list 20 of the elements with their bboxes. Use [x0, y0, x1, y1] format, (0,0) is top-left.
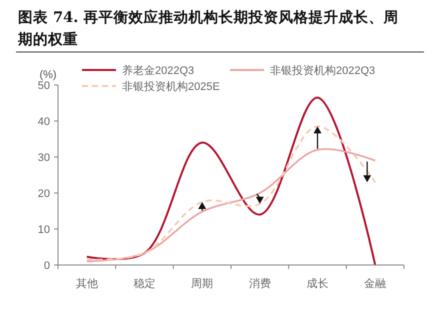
legend-label: 养老金2022Q3	[122, 64, 194, 77]
x-tick-label: 周期	[191, 278, 214, 290]
y-tick-label: 50	[38, 80, 50, 92]
x-tick-label: 其他	[76, 277, 98, 290]
y-tick-label: 20	[38, 188, 50, 200]
chart-title: 图表 74. 再平衡效应推动机构长期投资风格提升成长、周期的权重	[17, 8, 398, 48]
legend-label: 非银投资机构2025E	[122, 80, 220, 93]
line-series	[86, 126, 376, 261]
y-tick-label: 40	[38, 116, 50, 128]
x-tick-label: 金融	[364, 278, 386, 290]
x-tick-label: 成长	[306, 277, 328, 290]
y-tick-label: 30	[38, 152, 50, 164]
y-tick-label: 0	[44, 260, 50, 272]
legend-label: 非银投资机构2022Q3	[270, 64, 376, 77]
line-series	[86, 96, 376, 266]
line-series	[86, 148, 376, 262]
y-axis-title: (%)	[39, 69, 57, 81]
x-tick-label: 稳定	[134, 277, 156, 290]
x-tick-label: 消费	[248, 277, 271, 290]
y-tick-label: 10	[38, 224, 50, 236]
